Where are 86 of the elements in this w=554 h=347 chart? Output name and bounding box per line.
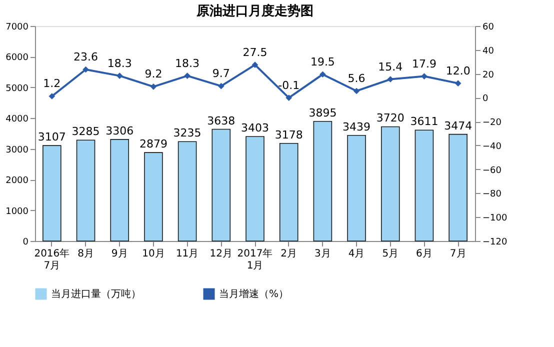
text: -0.1: [278, 78, 300, 92]
x-tick-label: 7月: [450, 248, 466, 260]
text: 3895: [308, 106, 337, 120]
text: 3306: [106, 124, 134, 138]
y2-tick-label: −80: [482, 190, 502, 200]
point: [48, 93, 56, 100]
text: 3439: [342, 120, 371, 134]
text: 12.0: [446, 64, 470, 78]
bar: [313, 120, 332, 242]
text: 2879: [139, 138, 168, 151]
y2-tick-label: 20: [482, 70, 494, 80]
point: [150, 84, 157, 90]
point: [353, 88, 360, 94]
x-tick-label: 10月: [142, 248, 165, 260]
text: 3107: [38, 130, 66, 144]
y2-tick-label: −120: [482, 238, 508, 248]
text: 3178: [274, 128, 303, 142]
bar: [448, 134, 468, 242]
y-tick-label: 6000: [6, 53, 29, 64]
x-tick-label: 11月: [176, 248, 199, 260]
x-tick-label: 12月: [210, 248, 233, 260]
y-tick-label: 7000: [6, 22, 29, 32]
x-tick-label: 6月: [416, 248, 432, 260]
text: 3474: [444, 119, 472, 132]
bar: [347, 134, 366, 242]
x-tick-label: 4月: [348, 248, 365, 260]
text: 9.7: [212, 67, 230, 80]
x-tick-label: 8月: [78, 248, 94, 260]
text: 27.5: [242, 46, 268, 59]
text: 5.6: [348, 72, 366, 85]
text: 19.5: [310, 55, 335, 68]
text: 17.9: [412, 57, 436, 70]
text: 23.6: [74, 50, 98, 64]
point: [218, 82, 224, 90]
text: 9.2: [144, 68, 162, 81]
y2-tick-label: 60: [482, 22, 494, 32]
bar: [279, 142, 298, 242]
y2-tick-label: −40: [482, 142, 502, 152]
point: [454, 80, 462, 86]
y-tick-label: 0: [22, 238, 29, 248]
y-tick-label: 1000: [6, 206, 29, 217]
text: 15.4: [378, 60, 403, 74]
y-tick-label: 2000: [6, 176, 29, 186]
y-tick-label: 5000: [6, 84, 29, 94]
bar: [414, 130, 434, 242]
y-tick-label: 4000: [6, 114, 29, 125]
bar: [42, 145, 62, 242]
bar: [212, 128, 231, 242]
y2-tick-label: 0: [482, 94, 488, 104]
legend-label: 当月进口量（万吨）: [51, 288, 141, 300]
point: [387, 76, 394, 82]
x-tick-label: 3月: [314, 248, 331, 260]
x-tick-label: 9月: [111, 248, 128, 260]
y2-tick-label: −100: [482, 214, 508, 224]
text: 3611: [410, 115, 438, 128]
point: [320, 71, 326, 78]
bar: [246, 136, 264, 242]
bar: [144, 152, 163, 242]
bar: [110, 139, 130, 242]
text: 3235: [173, 126, 202, 140]
chart-title: 原油进口月度走势图: [196, 3, 314, 19]
text: 1.2: [43, 77, 61, 90]
bar: [178, 141, 197, 242]
point: [286, 94, 292, 101]
point: [184, 72, 190, 79]
y2-tick-label: −60: [482, 166, 502, 176]
y2-tick-label: 40: [482, 46, 494, 56]
text: 3285: [72, 125, 100, 138]
point: [421, 73, 428, 80]
x-tick-label: 2017年 1月: [237, 248, 273, 272]
point: [116, 72, 123, 79]
bar: [76, 140, 96, 242]
point: [252, 62, 258, 68]
x-tick-label: 2016年 7月: [34, 248, 70, 272]
x-tick-label: 5月: [382, 248, 399, 260]
point: [82, 66, 89, 73]
y2-tick-label: −20: [482, 118, 502, 128]
text: 18.3: [175, 56, 200, 70]
text: 3403: [241, 121, 269, 134]
x-tick-label: 2月: [280, 248, 298, 260]
text: 3638: [207, 114, 236, 128]
y-tick-label: 3000: [6, 145, 29, 156]
bar: [380, 126, 400, 242]
text: 3720: [376, 112, 404, 125]
text: 18.3: [107, 56, 132, 70]
legend-label: 当月增速（%）: [219, 288, 289, 300]
